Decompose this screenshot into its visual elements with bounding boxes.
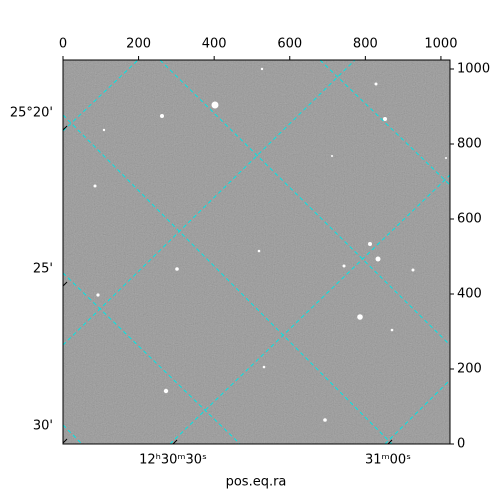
stars — [93, 67, 447, 422]
dec-tick-label: 30' — [33, 419, 53, 434]
axes-frame — [62, 59, 451, 445]
ra-tick-label: 12ʰ30ᵐ30ˢ — [139, 453, 207, 468]
ra-tick — [172, 439, 178, 445]
ra-tick-label: 31ᵐ00ˢ — [365, 453, 411, 468]
dec-tick-label: 25°20' — [10, 106, 53, 121]
x-axis-label: pos.eq.ra — [226, 475, 287, 490]
y-tick-label: 800 — [457, 137, 482, 152]
coordinate-grid — [63, 60, 450, 444]
y-tick-label: 200 — [457, 362, 482, 377]
dec-tick — [62, 125, 68, 131]
y-tick-label: 1000 — [457, 62, 490, 77]
y-tick-label: 0 — [457, 437, 465, 452]
dec-tick — [62, 281, 68, 287]
ra-tick — [387, 439, 393, 445]
x-tick-label: 200 — [126, 37, 151, 52]
dec-tick — [62, 438, 68, 444]
x-tick-label: 1000 — [424, 37, 457, 52]
dec-tick-label: 25' — [33, 262, 53, 277]
x-tick-label: 0 — [59, 37, 67, 52]
y-tick-label: 400 — [457, 287, 482, 302]
x-tick-label: 400 — [202, 37, 227, 52]
x-tick-label: 800 — [353, 37, 378, 52]
image-noise — [63, 60, 450, 444]
x-tick-label: 600 — [277, 37, 302, 52]
y-tick-label: 600 — [457, 212, 482, 227]
